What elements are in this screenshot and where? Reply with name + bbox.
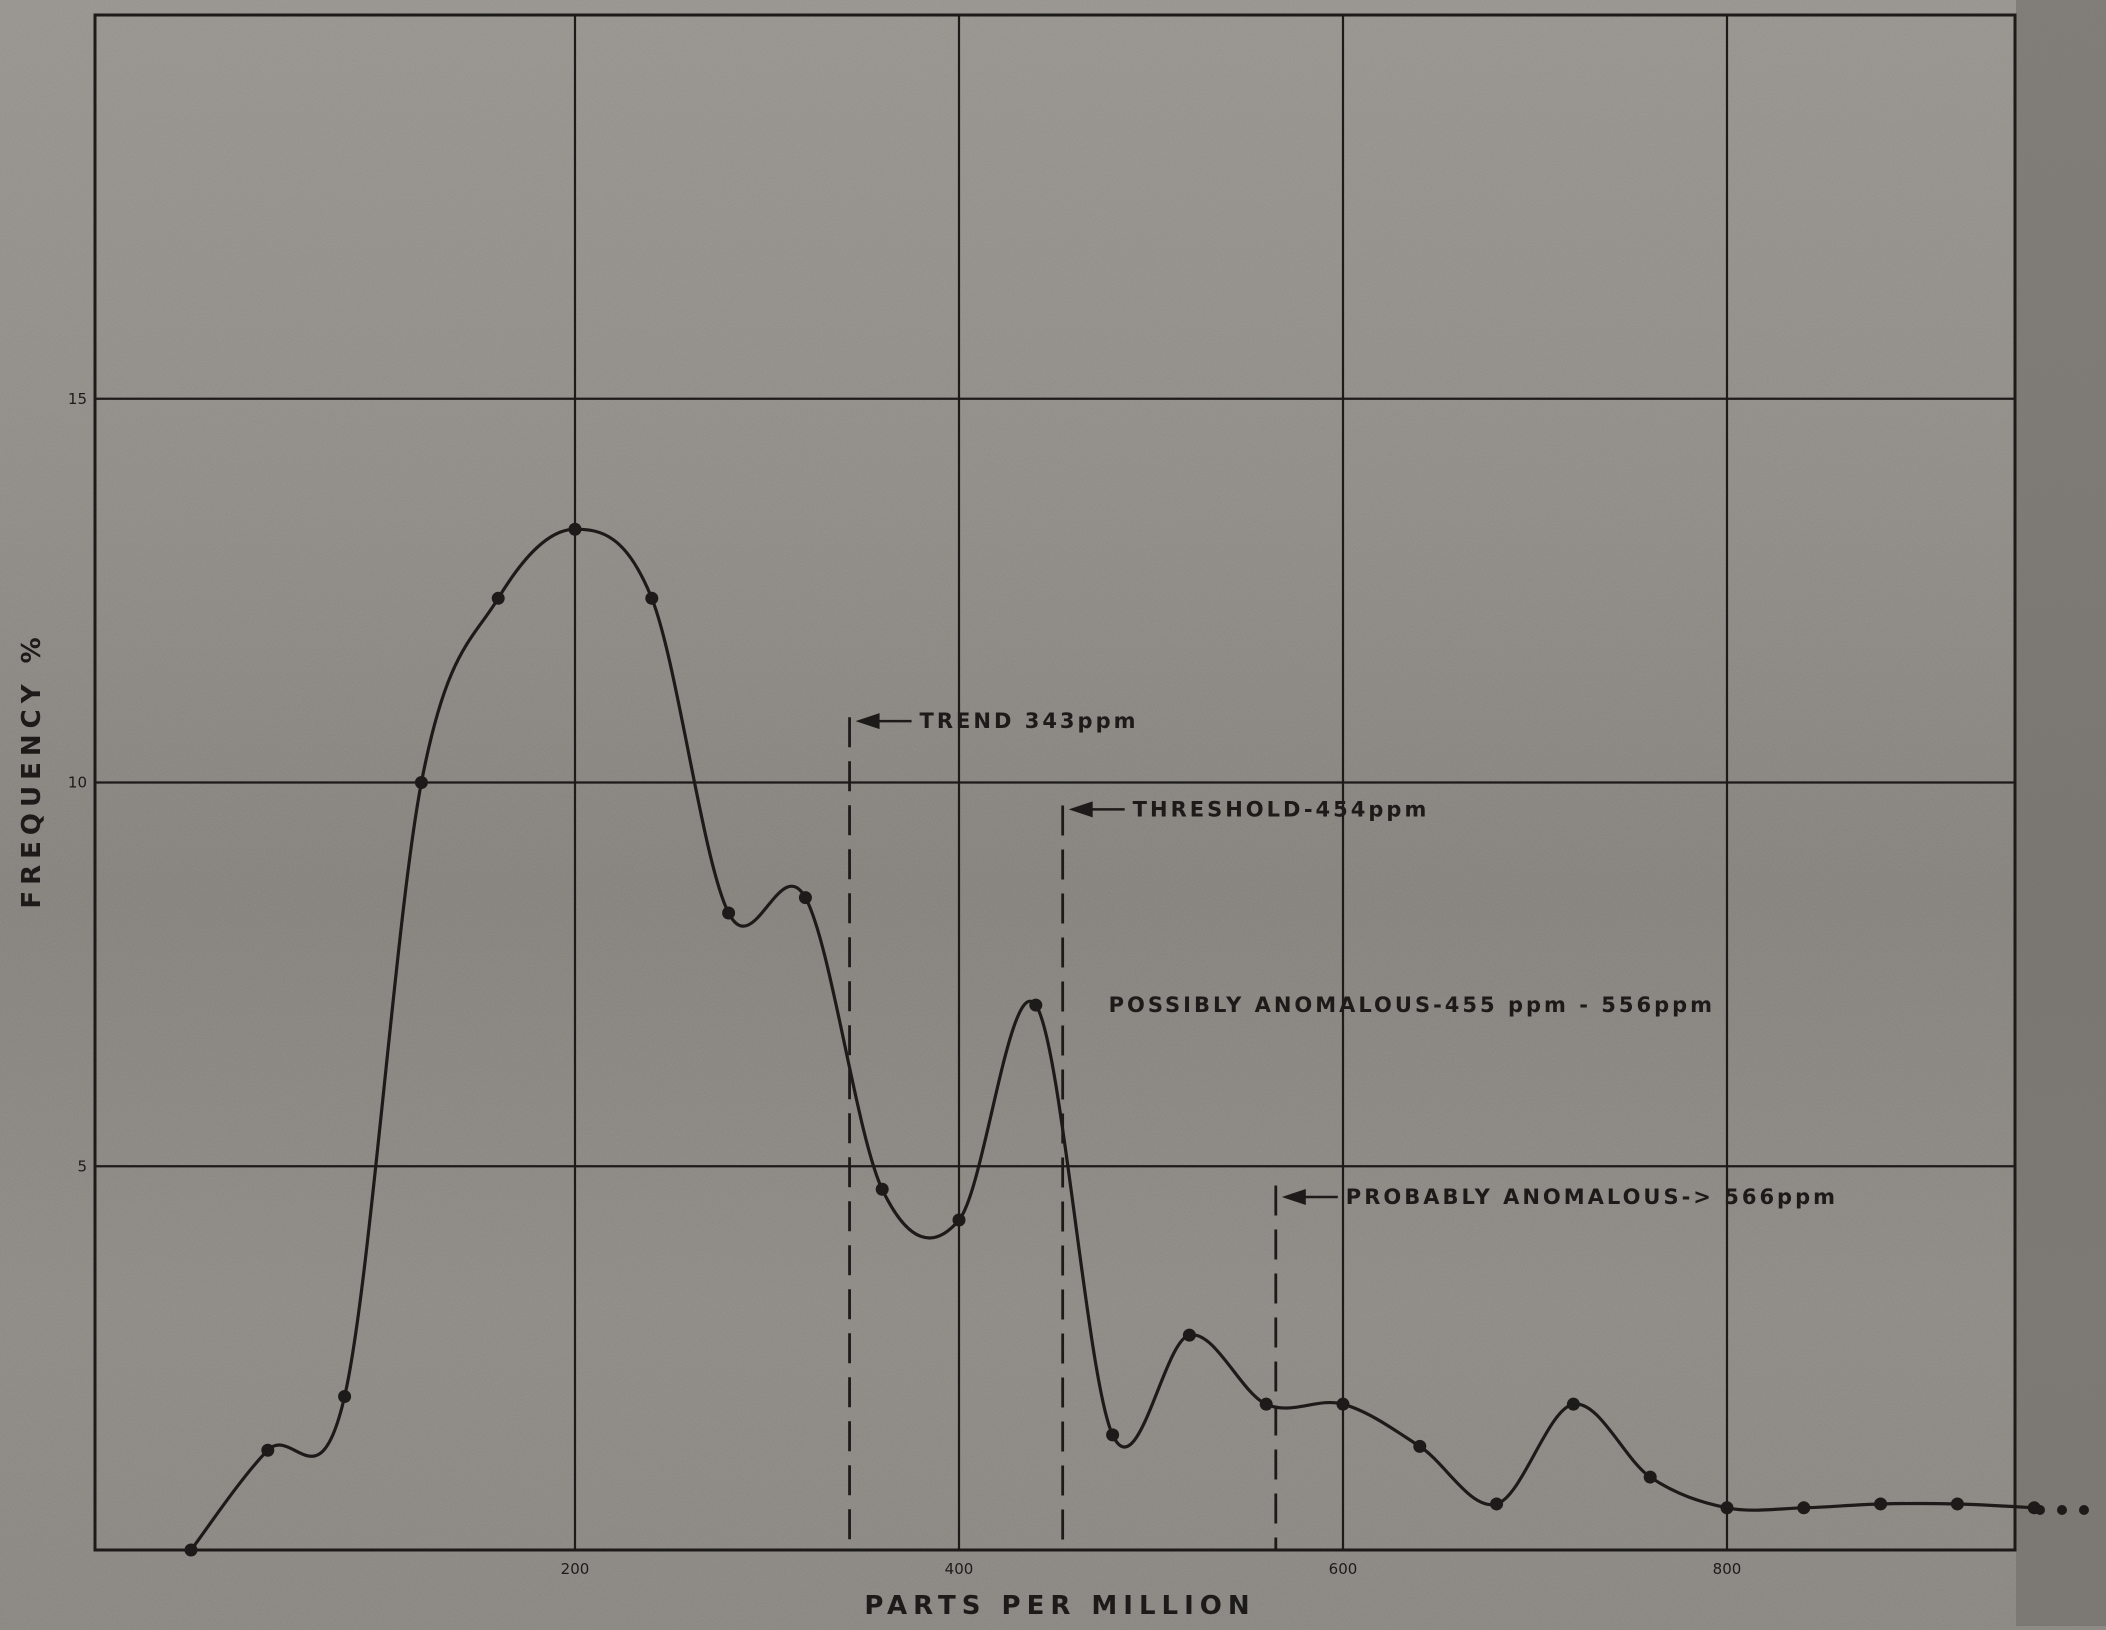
x-tick-label: 800 bbox=[1713, 1560, 1742, 1578]
x-axis-label: PARTS PER MILLION bbox=[864, 1591, 1255, 1621]
data-point bbox=[491, 591, 505, 605]
data-point bbox=[1643, 1470, 1657, 1484]
data-point bbox=[1259, 1397, 1273, 1411]
data-point bbox=[338, 1390, 352, 1403]
threshold-line-label: THRESHOLD-454ppm bbox=[1133, 797, 1430, 821]
reference-lines bbox=[848, 717, 1278, 1550]
data-point bbox=[1106, 1428, 1120, 1442]
data-point bbox=[1182, 1328, 1196, 1342]
y-tick-label: 15 bbox=[68, 390, 87, 408]
data-point bbox=[414, 776, 428, 789]
data-point bbox=[261, 1443, 275, 1457]
data-point bbox=[1490, 1497, 1504, 1511]
data-point bbox=[1874, 1497, 1888, 1511]
y-tick-label: 10 bbox=[68, 774, 87, 792]
frequency-curve bbox=[189, 527, 2035, 1551]
data-point bbox=[1566, 1397, 1580, 1411]
arrow-head bbox=[855, 713, 880, 730]
tick-labels: 200 400 600 800 5 10 15 bbox=[68, 390, 1741, 1578]
data-point bbox=[568, 522, 582, 536]
data-point bbox=[1950, 1497, 1964, 1511]
data-point bbox=[1720, 1501, 1734, 1515]
data-point bbox=[722, 906, 736, 920]
right-margin-shadow bbox=[2016, 0, 2106, 1626]
y-tick-label: 5 bbox=[77, 1157, 87, 1175]
data-point bbox=[875, 1182, 889, 1196]
x-tick-label: 600 bbox=[1329, 1560, 1358, 1578]
possibly-anomalous-label: POSSIBLY ANOMALOUS-455 ppm - 556ppm bbox=[1109, 993, 1715, 1017]
trailing-dot bbox=[2035, 1505, 2045, 1515]
data-point bbox=[952, 1213, 966, 1227]
plot-frame bbox=[93, 13, 2017, 1552]
trailing-dots bbox=[2035, 1505, 2089, 1515]
data-point bbox=[1413, 1439, 1427, 1453]
data-point bbox=[645, 591, 659, 605]
data-point bbox=[1797, 1501, 1811, 1515]
data-point bbox=[798, 891, 812, 905]
trend-line-label: TREND 343ppm bbox=[920, 709, 1139, 733]
y-axis-label: FREQUENCY % bbox=[17, 631, 47, 908]
trailing-dot bbox=[2057, 1505, 2067, 1515]
data-point bbox=[1029, 998, 1043, 1012]
annotations: TREND 343ppm THRESHOLD-454ppm PROBABLY ANO… bbox=[855, 709, 1838, 1209]
trailing-dot bbox=[2079, 1505, 2089, 1515]
x-tick-label: 400 bbox=[945, 1560, 974, 1578]
data-points bbox=[184, 522, 2041, 1557]
data-point bbox=[1336, 1397, 1350, 1411]
x-tick-label: 200 bbox=[561, 1560, 590, 1578]
data-point bbox=[184, 1543, 198, 1557]
arrow-head bbox=[1068, 801, 1093, 818]
anomaly-line-label: PROBABLY ANOMALOUS-> 566ppm bbox=[1346, 1185, 1838, 1209]
frequency-series bbox=[189, 527, 2035, 1551]
arrow-head bbox=[1281, 1188, 1306, 1205]
